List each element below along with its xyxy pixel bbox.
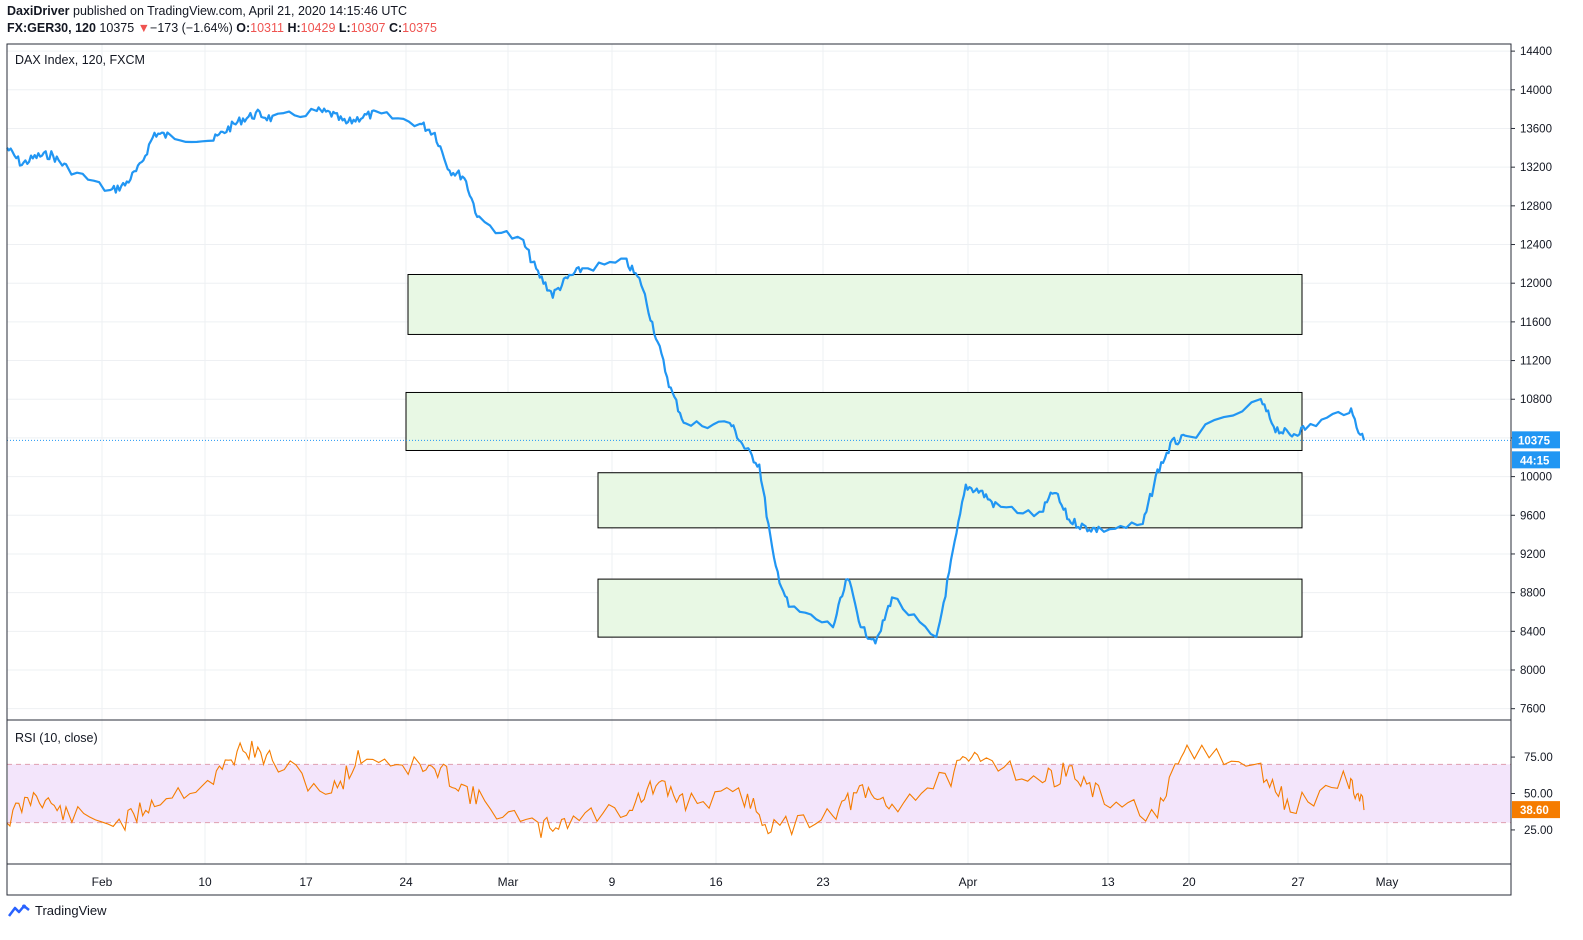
x-tick-label: May — [1376, 875, 1399, 889]
close-label: C: — [388, 21, 403, 35]
x-tick-label: 27 — [1291, 875, 1305, 889]
y-tick-label: 8000 — [1520, 665, 1546, 677]
symbol-info: FX:GER30, 120 10375 ▼−173 (−1.64%) O:103… — [7, 21, 437, 35]
x-tick-label: 16 — [709, 875, 723, 889]
rsi-y-tick-label: 25.00 — [1524, 825, 1553, 837]
open-label: O: — [236, 21, 251, 35]
y-tick-label: 8800 — [1520, 588, 1546, 600]
rsi-y-tick-label: 75.00 — [1524, 752, 1553, 764]
zones — [405, 273, 1303, 638]
y-tick-label: 8400 — [1520, 626, 1546, 638]
grid-lines — [7, 44, 1511, 864]
y-tick-label: 12000 — [1520, 278, 1552, 290]
rsi-band-fill — [8, 764, 1511, 823]
x-tick-label: 13 — [1101, 875, 1115, 889]
publisher-name[interactable]: DaxiDriver — [7, 4, 70, 18]
x-tick-label: 9 — [609, 875, 616, 889]
countdown-label: 44:15 — [1520, 455, 1550, 467]
tradingview-brand: TradingView — [35, 903, 107, 918]
x-tick-label: 20 — [1182, 875, 1196, 889]
countdown-tag — [1512, 451, 1560, 469]
axis-labels: Feb 10 17 24 Mar 9 16 23 Apr 13 20 27 May 7600 8000 840… — [92, 46, 1560, 889]
main-chart-title: DAX Index, 120, FXCM — [15, 53, 145, 67]
rsi-y-tick-label: 50.00 — [1524, 789, 1553, 801]
low-value: 10307 — [350, 21, 386, 35]
y-tick-label: 12400 — [1520, 240, 1552, 252]
x-tick-label: 17 — [299, 875, 313, 889]
zone-box — [597, 472, 1303, 529]
high-label: H: — [287, 21, 301, 35]
y-tick-label: 7600 — [1520, 704, 1546, 716]
y-tick-label: 11200 — [1520, 356, 1551, 368]
y-tick-label: 14000 — [1520, 85, 1552, 97]
zone-box — [407, 273, 1303, 335]
y-tick-label: 12800 — [1520, 201, 1552, 213]
x-tick-label: Mar — [498, 875, 519, 889]
last-price-label: 10375 — [1518, 435, 1551, 447]
rsi-band — [7, 763, 1511, 824]
y-tick-label: 10800 — [1520, 394, 1552, 406]
x-tick-label: Apr — [959, 875, 978, 889]
tradingview-logo-icon — [8, 904, 30, 917]
rsi-line — [6, 740, 1365, 838]
zone-box — [405, 391, 1303, 451]
y-tick-label: 13600 — [1520, 123, 1552, 135]
series — [6, 106, 1511, 838]
y-tick-label: 11600 — [1520, 317, 1551, 329]
rsi-title: RSI (10, close) — [15, 731, 98, 745]
close-value: 10375 — [402, 21, 437, 35]
last-price-tag — [1512, 431, 1560, 449]
last-price: 10375 — [99, 21, 135, 35]
down-arrow-icon: ▼ — [137, 21, 151, 35]
high-value: 10429 — [300, 21, 336, 35]
price-line — [6, 106, 1366, 645]
x-tick-label: 24 — [399, 875, 413, 889]
low-label: L: — [338, 21, 351, 35]
x-tick-label: 23 — [816, 875, 830, 889]
y-tick-label: 14400 — [1520, 46, 1552, 58]
axes — [6, 43, 1515, 896]
y-tick-label: 9600 — [1520, 510, 1546, 522]
tradingview-footer[interactable]: TradingView — [8, 903, 107, 918]
open-value: 10311 — [250, 21, 284, 35]
symbol-label: FX:GER30, 120 — [7, 21, 96, 35]
y-tick-label: 13200 — [1520, 162, 1552, 174]
zone-box — [597, 578, 1303, 638]
rsi-last-tag — [1512, 801, 1560, 819]
published-text: published on TradingView.com, April 21, … — [73, 4, 408, 18]
change-value: −173 (−1.64%) — [150, 21, 233, 35]
y-tick-label: 9200 — [1520, 549, 1546, 561]
rsi-last-label: 38.60 — [1520, 805, 1549, 817]
x-tick-label: Feb — [92, 875, 113, 889]
x-tick-label: 10 — [198, 875, 212, 889]
y-tick-label: 10000 — [1520, 472, 1552, 484]
publish-info: DaxiDriver published on TradingView.com,… — [7, 4, 407, 18]
